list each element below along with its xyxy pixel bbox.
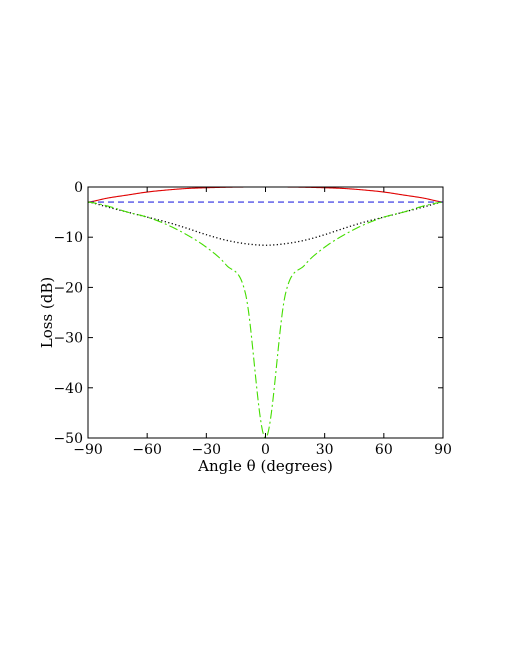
series-line-4: [87, 201, 444, 439]
y-tick-label: −30: [53, 331, 83, 347]
x-tick-label: 0: [261, 442, 270, 458]
series-layer: [87, 186, 444, 439]
ticks-layer: −90 −60 −30 0 30 60 90 0 −10 −20 −30 −40 −50: [53, 180, 451, 458]
x-tick-label: 30: [316, 442, 334, 458]
x-tick-label: −90: [73, 442, 103, 458]
x-tick-label: −60: [132, 442, 162, 458]
x-tick-label: 90: [434, 442, 452, 458]
x-tick-label: 60: [375, 442, 393, 458]
y-tick-label: −50: [53, 431, 83, 447]
y-tick-label: −20: [53, 280, 83, 296]
y-tick-label: 0: [74, 180, 83, 196]
y-tick-label: −40: [53, 381, 83, 397]
y-tick-label: −10: [53, 230, 83, 246]
series-line-3: [87, 201, 444, 246]
y-axis-label: Loss (dB): [38, 277, 56, 348]
x-tick-label: −30: [192, 442, 222, 458]
x-axis-label: Angle θ (degrees): [197, 457, 333, 475]
plot-frame: [87, 186, 444, 439]
